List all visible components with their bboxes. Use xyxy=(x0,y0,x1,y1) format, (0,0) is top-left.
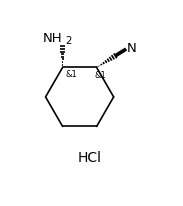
Text: &1: &1 xyxy=(66,70,77,79)
Text: N: N xyxy=(127,42,137,55)
Text: NH: NH xyxy=(42,32,62,45)
Text: HCl: HCl xyxy=(78,151,102,165)
Text: &1: &1 xyxy=(94,71,106,80)
Text: 2: 2 xyxy=(66,36,72,46)
